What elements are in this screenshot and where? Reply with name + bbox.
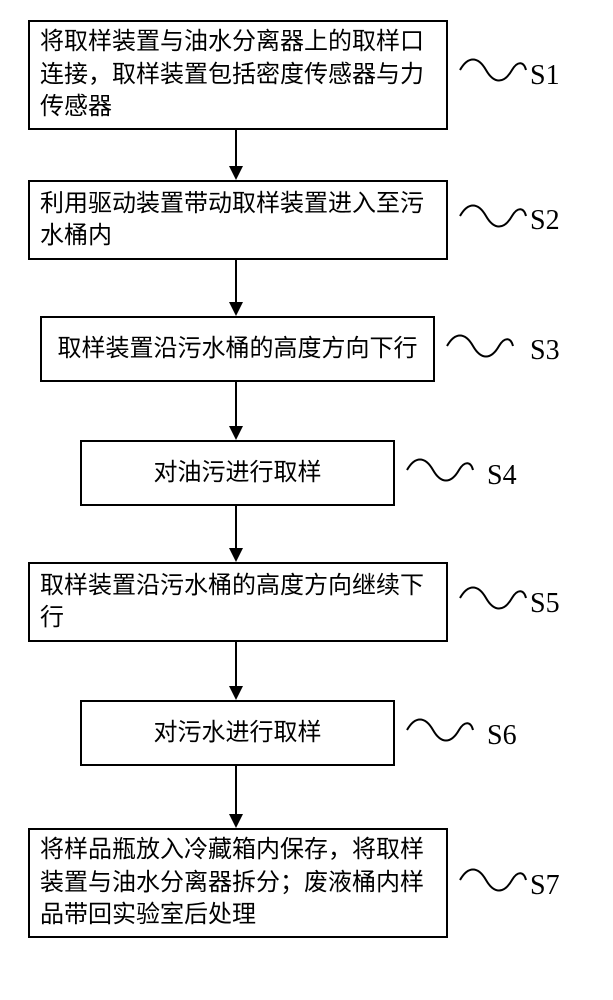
arrow-line-s2-s3	[235, 260, 237, 302]
step-label-s1: S1	[530, 60, 560, 92]
step-label-s3: S3	[530, 335, 560, 367]
flow-node-text: 将取样装置与油水分离器上的取样口连接，取样装置包括密度传感器与力传感器	[40, 26, 436, 123]
flowchart-canvas: 将取样装置与油水分离器上的取样口连接，取样装置包括密度传感器与力传感器 S1 利用驱…	[0, 0, 613, 1000]
arrow-head-s3-s4	[229, 426, 243, 440]
flow-node-text: 对油污进行取样	[154, 457, 322, 489]
arrow-line-s6-s7	[235, 766, 237, 814]
connector-squiggle-s3	[445, 328, 515, 369]
connector-squiggle-s7	[458, 862, 528, 903]
step-label-s7: S7	[530, 870, 560, 902]
step-label-s6: S6	[487, 720, 517, 752]
connector-squiggle-s2	[458, 198, 528, 239]
arrow-line-s4-s5	[235, 506, 237, 548]
arrow-line-s3-s4	[235, 382, 237, 426]
flow-node-s6: 对污水进行取样	[80, 700, 395, 766]
connector-squiggle-s5	[458, 580, 528, 621]
flow-node-s3: 取样装置沿污水桶的高度方向下行	[40, 316, 435, 382]
flow-node-s7: 将样品瓶放入冷藏箱内保存，将取样装置与油水分离器拆分；废液桶内样品带回实验室后处…	[28, 828, 448, 938]
flow-node-s2: 利用驱动装置带动取样装置进入至污水桶内	[28, 180, 448, 260]
flow-node-s4: 对油污进行取样	[80, 440, 395, 506]
step-label-s4: S4	[487, 460, 517, 492]
arrow-head-s6-s7	[229, 814, 243, 828]
connector-squiggle-s4	[405, 452, 475, 493]
step-label-s5: S5	[530, 588, 560, 620]
arrow-line-s1-s2	[235, 130, 237, 166]
arrow-head-s1-s2	[229, 166, 243, 180]
flow-node-s1: 将取样装置与油水分离器上的取样口连接，取样装置包括密度传感器与力传感器	[28, 20, 448, 130]
flow-node-s5: 取样装置沿污水桶的高度方向继续下行	[28, 562, 448, 642]
arrow-head-s4-s5	[229, 548, 243, 562]
flow-node-text: 取样装置沿污水桶的高度方向下行	[58, 333, 418, 365]
arrow-head-s5-s6	[229, 686, 243, 700]
flow-node-text: 取样装置沿污水桶的高度方向继续下行	[40, 570, 436, 635]
arrow-head-s2-s3	[229, 302, 243, 316]
flow-node-text: 利用驱动装置带动取样装置进入至污水桶内	[40, 188, 436, 253]
arrow-line-s5-s6	[235, 642, 237, 686]
connector-squiggle-s1	[458, 52, 528, 93]
flow-node-text: 对污水进行取样	[154, 717, 322, 749]
step-label-s2: S2	[530, 205, 560, 237]
connector-squiggle-s6	[405, 712, 475, 753]
flow-node-text: 将样品瓶放入冷藏箱内保存，将取样装置与油水分离器拆分；废液桶内样品带回实验室后处…	[40, 834, 436, 931]
